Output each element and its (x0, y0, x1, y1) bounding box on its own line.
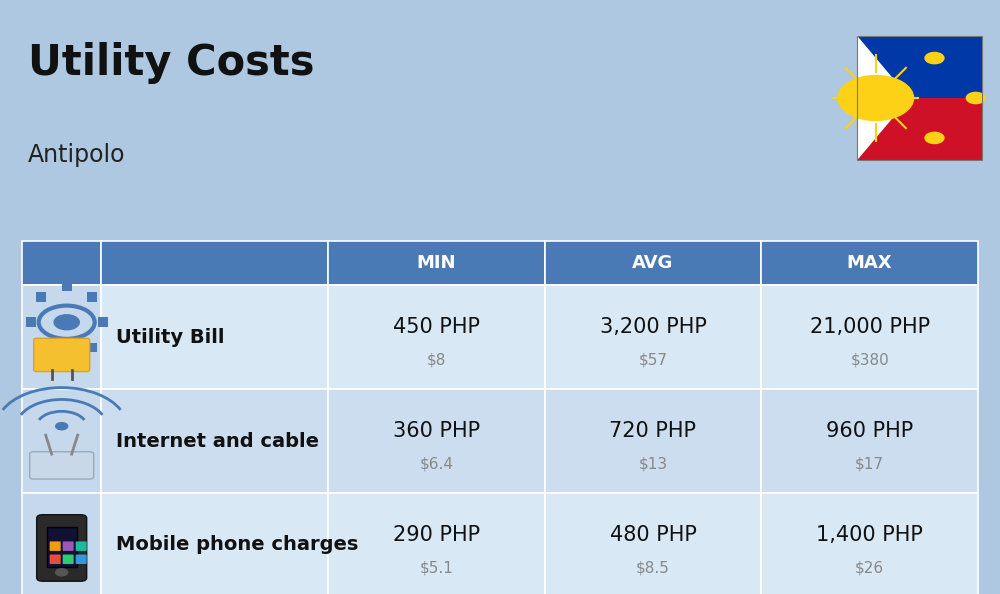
FancyBboxPatch shape (545, 493, 761, 594)
FancyBboxPatch shape (26, 317, 36, 327)
Text: MAX: MAX (847, 254, 892, 272)
FancyBboxPatch shape (22, 493, 101, 594)
Text: $5.1: $5.1 (419, 560, 453, 576)
Text: $26: $26 (855, 560, 884, 576)
FancyBboxPatch shape (761, 241, 978, 285)
Text: $17: $17 (855, 456, 884, 472)
Text: Internet and cable: Internet and cable (116, 432, 319, 450)
Text: Utility Costs: Utility Costs (28, 42, 314, 84)
FancyBboxPatch shape (98, 317, 108, 327)
FancyBboxPatch shape (101, 389, 328, 493)
FancyBboxPatch shape (328, 389, 545, 493)
Circle shape (838, 75, 914, 121)
FancyBboxPatch shape (87, 292, 97, 302)
Text: $6.4: $6.4 (419, 456, 453, 472)
FancyBboxPatch shape (63, 554, 74, 564)
FancyBboxPatch shape (101, 285, 328, 389)
Text: 3,200 PHP: 3,200 PHP (600, 317, 706, 337)
FancyBboxPatch shape (761, 493, 978, 594)
FancyBboxPatch shape (857, 36, 982, 98)
FancyBboxPatch shape (101, 493, 328, 594)
Circle shape (966, 93, 985, 103)
FancyBboxPatch shape (34, 339, 90, 372)
Polygon shape (857, 36, 910, 160)
FancyBboxPatch shape (545, 285, 761, 389)
Text: AVG: AVG (632, 254, 674, 272)
Text: 360 PHP: 360 PHP (393, 421, 480, 441)
Text: Antipolo: Antipolo (28, 143, 126, 166)
Text: 450 PHP: 450 PHP (393, 317, 480, 337)
FancyBboxPatch shape (328, 241, 545, 285)
FancyBboxPatch shape (36, 292, 46, 302)
FancyBboxPatch shape (62, 282, 72, 291)
FancyBboxPatch shape (37, 514, 87, 581)
Text: $57: $57 (638, 352, 667, 368)
Text: 480 PHP: 480 PHP (610, 525, 696, 545)
FancyBboxPatch shape (87, 343, 97, 352)
FancyBboxPatch shape (30, 451, 94, 479)
FancyBboxPatch shape (36, 343, 46, 352)
FancyBboxPatch shape (857, 98, 982, 160)
Text: $380: $380 (850, 352, 889, 368)
FancyBboxPatch shape (22, 389, 101, 493)
Circle shape (56, 568, 68, 576)
Text: $8: $8 (427, 352, 446, 368)
Circle shape (56, 422, 68, 429)
FancyBboxPatch shape (50, 542, 61, 551)
FancyBboxPatch shape (50, 554, 61, 564)
Text: MIN: MIN (417, 254, 456, 272)
Text: 1,400 PHP: 1,400 PHP (816, 525, 923, 545)
Text: $8.5: $8.5 (636, 560, 670, 576)
Circle shape (54, 315, 79, 330)
FancyBboxPatch shape (22, 241, 101, 285)
Text: 960 PHP: 960 PHP (826, 421, 913, 441)
FancyBboxPatch shape (63, 542, 74, 551)
FancyBboxPatch shape (761, 285, 978, 389)
FancyBboxPatch shape (328, 493, 545, 594)
FancyBboxPatch shape (545, 241, 761, 285)
Text: Utility Bill: Utility Bill (116, 328, 225, 346)
Circle shape (925, 52, 944, 64)
Text: 720 PHP: 720 PHP (609, 421, 696, 441)
FancyBboxPatch shape (545, 389, 761, 493)
Text: 290 PHP: 290 PHP (393, 525, 480, 545)
Circle shape (925, 132, 944, 144)
FancyBboxPatch shape (62, 353, 72, 363)
FancyBboxPatch shape (76, 554, 87, 564)
Text: Mobile phone charges: Mobile phone charges (116, 536, 359, 554)
FancyBboxPatch shape (76, 542, 87, 551)
Text: $13: $13 (638, 456, 668, 472)
FancyBboxPatch shape (22, 285, 101, 389)
FancyBboxPatch shape (101, 241, 328, 285)
FancyBboxPatch shape (328, 285, 545, 389)
Text: 21,000 PHP: 21,000 PHP (810, 317, 930, 337)
FancyBboxPatch shape (761, 389, 978, 493)
FancyBboxPatch shape (47, 526, 77, 567)
